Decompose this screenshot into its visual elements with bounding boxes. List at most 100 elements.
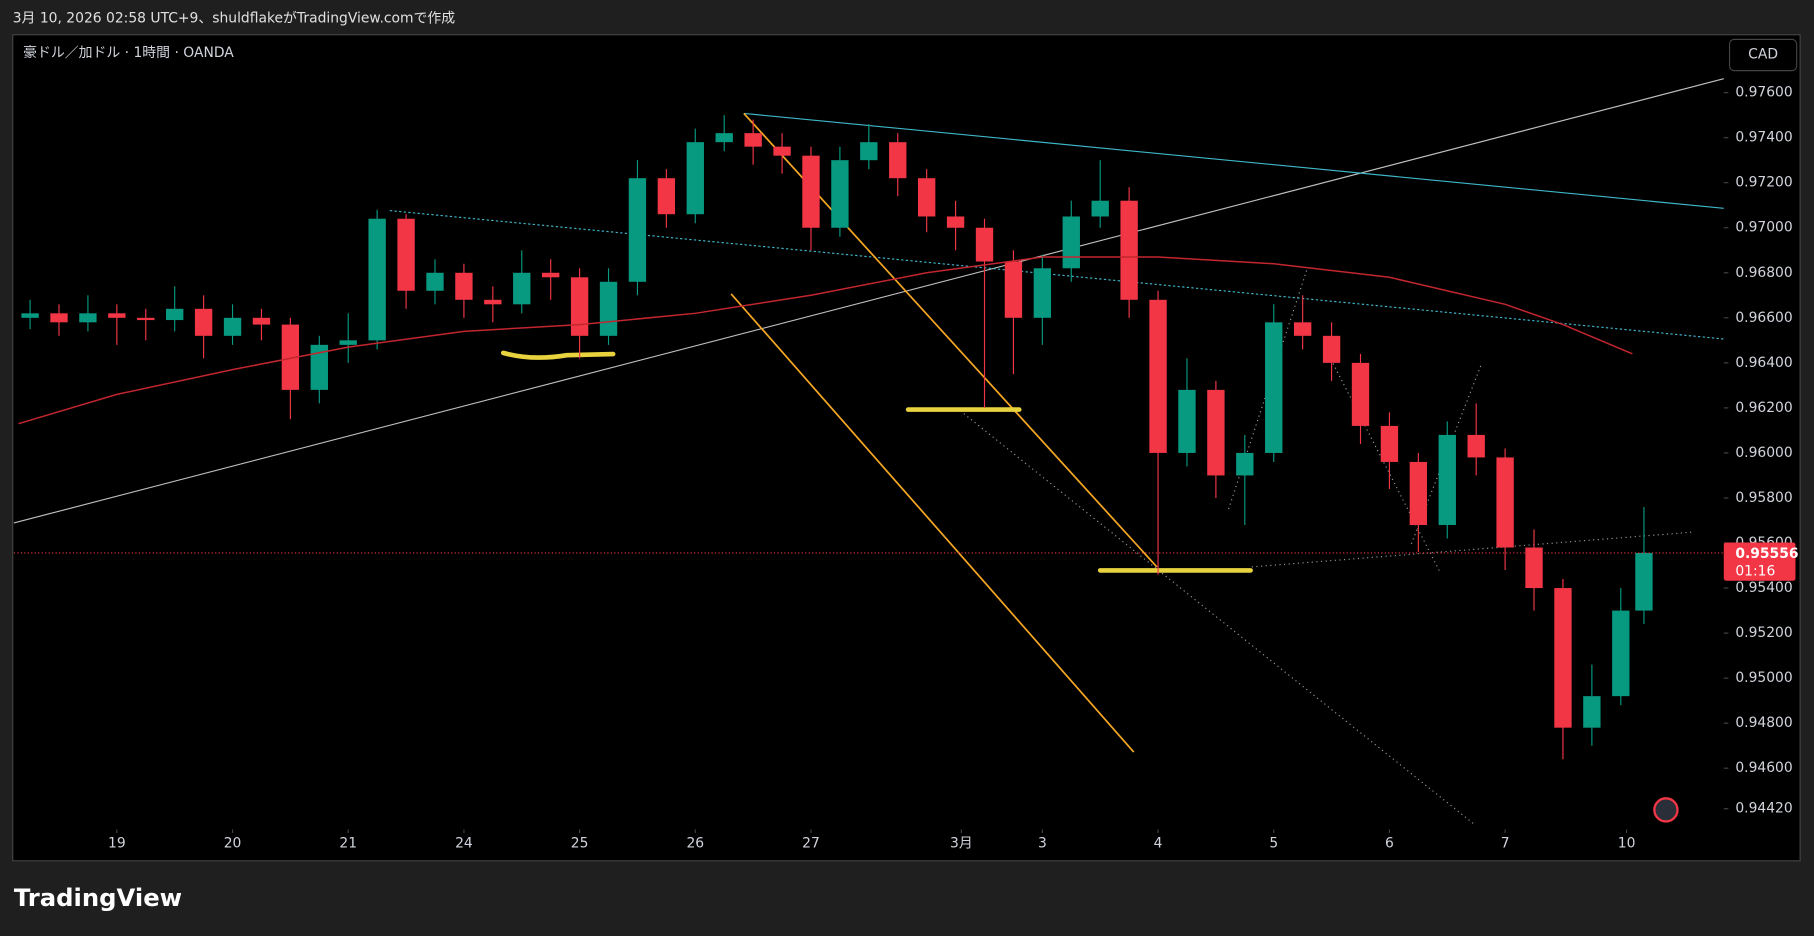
candle-body: [628, 178, 647, 282]
candle-body: [1496, 457, 1514, 548]
candle-body: [917, 178, 936, 217]
candle-body: [1293, 322, 1312, 336]
candle-body: [599, 281, 618, 336]
x-tick-label: 20: [224, 835, 242, 851]
x-tick-label: 21: [339, 835, 357, 851]
candle-body: [946, 216, 965, 228]
currency-button[interactable]: [1728, 38, 1798, 72]
y-tick-label: 0.97000: [1735, 220, 1792, 236]
y-tick-label: 0.95400: [1735, 580, 1792, 596]
candle-body: [773, 146, 791, 156]
y-tick-label: 0.97400: [1735, 130, 1792, 146]
candle-body: [281, 324, 300, 390]
candle-body: [1467, 434, 1485, 458]
x-tick-label: 5: [1269, 835, 1278, 851]
candle-body: [194, 308, 213, 336]
x-tick-label: 4: [1154, 835, 1163, 851]
symbol-title: 豪ドル／加ドル · 1時間 · OANDA: [23, 45, 234, 61]
candle-body: [166, 308, 184, 321]
orange-line: [730, 293, 1135, 753]
highlight: [500, 350, 616, 360]
countdown: 01:16: [1735, 563, 1775, 579]
candle-body: [1207, 389, 1225, 476]
y-tick-label: 0.97200: [1735, 175, 1792, 191]
x-tick-label: 3月: [950, 835, 973, 851]
candle-body: [802, 155, 820, 228]
caption: 3月 10, 2026 02:58 UTC+9、shuldflakeがTradi…: [13, 11, 456, 27]
plot: 0.94420 0.94600 0.94800 0.95000 0.95200 0.954…: [13, 85, 1799, 851]
candle-body: [1322, 335, 1341, 363]
candle-body: [484, 299, 502, 305]
y-tick-label: 0.96000: [1735, 445, 1792, 461]
y-tick-label: 0.95000: [1735, 670, 1792, 686]
trend-line: [13, 78, 1724, 524]
y-tick-label: 0.96600: [1735, 310, 1792, 326]
candle-body: [137, 317, 155, 321]
moving-average: [18, 256, 1633, 425]
logo: TradingView: [14, 883, 182, 912]
candle-body: [860, 142, 878, 161]
candle-body: [1149, 299, 1167, 453]
candle-body: [310, 344, 328, 390]
candle-body: [1265, 322, 1283, 453]
candle-body: [1236, 452, 1254, 476]
x-tick-label: 7: [1501, 835, 1510, 851]
candle-body: [1554, 588, 1572, 728]
candle-body: [570, 277, 589, 336]
y-tick-label: 0.95200: [1735, 625, 1792, 641]
candle-body: [1178, 389, 1196, 453]
x-tick-label: 3: [1038, 835, 1047, 851]
candle-body: [657, 178, 676, 215]
candle-body: [79, 313, 97, 323]
y-tick-label: 0.94600: [1735, 760, 1792, 776]
candle-body: [50, 313, 68, 323]
candle-body: [1062, 216, 1080, 269]
candle-body: [426, 272, 444, 291]
x-tick-label: 27: [802, 835, 820, 851]
last-price-box: [1723, 542, 1796, 581]
y-tick-label: 0.97600: [1735, 85, 1792, 101]
candle-body: [252, 317, 271, 325]
candle-body: [368, 218, 386, 341]
candle-body: [1091, 200, 1109, 217]
y-tick-label: 0.96200: [1735, 400, 1792, 416]
last-price-label: 0.95556: [1735, 546, 1798, 562]
y-tick-label: 0.94800: [1735, 715, 1792, 731]
event-icon[interactable]: [1653, 797, 1679, 823]
candle-body: [831, 160, 849, 228]
candle-body: [1635, 552, 1653, 611]
channel-line: [743, 112, 1724, 209]
candle-body: [455, 272, 473, 300]
x-tick-label: 26: [686, 835, 704, 851]
candle-body: [889, 142, 907, 179]
candle-body: [513, 272, 531, 305]
candle-body: [1033, 268, 1052, 318]
candle-body: [1438, 434, 1456, 525]
x-tick-label: 6: [1385, 835, 1394, 851]
candle-body: [744, 133, 762, 147]
dotted-line: [1324, 346, 1441, 573]
x-tick-label: 10: [1618, 835, 1636, 851]
candle-body: [108, 313, 126, 318]
candle-body: [1409, 461, 1428, 525]
x-tick-label: 24: [455, 835, 473, 851]
y-tick-label: 0.96800: [1735, 265, 1792, 281]
y-tick-label: 0.94420: [1735, 801, 1792, 817]
candle-body: [1612, 610, 1630, 697]
candle-body: [686, 142, 704, 215]
channel-line: [389, 210, 1724, 340]
candle-body: [1380, 425, 1399, 462]
candle-body: [339, 340, 357, 345]
candle-body: [542, 272, 560, 278]
candle-body: [975, 227, 994, 262]
candle-body: [1004, 261, 1023, 318]
candle-body: [1351, 362, 1370, 426]
candle-body: [1583, 696, 1601, 728]
x-tick-label: 19: [108, 835, 126, 851]
candle-body: [21, 313, 39, 318]
candle-body: [397, 218, 415, 291]
candle-body: [1120, 200, 1138, 300]
x-tick-label: 25: [571, 835, 589, 851]
